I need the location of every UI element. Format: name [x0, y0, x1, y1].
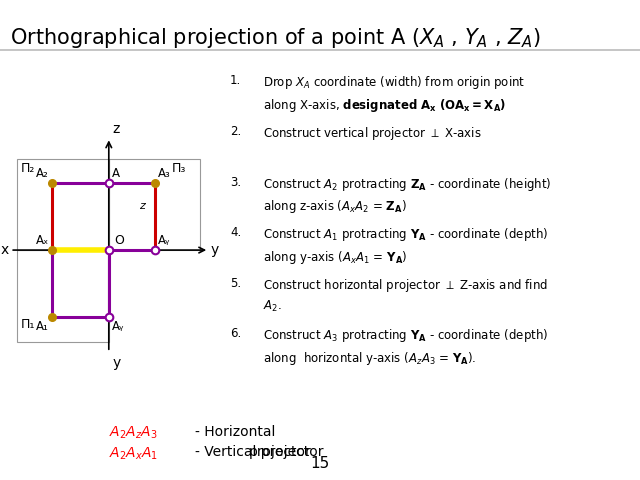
Text: 15: 15	[310, 456, 330, 471]
Text: Construct horizontal projector $\perp$ Z-axis and find: Construct horizontal projector $\perp$ Z…	[262, 276, 548, 294]
Text: along y-axis $(A_xA_1$ = $\mathbf{Y_A})$: along y-axis $(A_xA_1$ = $\mathbf{Y_A})$	[262, 249, 407, 265]
Text: A₃: A₃	[158, 167, 171, 180]
Text: projector: projector	[248, 445, 311, 459]
Text: - Vertical projector: - Vertical projector	[195, 445, 324, 459]
Text: $A_2A_xA_1$: $A_2A_xA_1$	[109, 445, 158, 462]
Text: along X-axis, $\mathbf{designated\ A_x\ (OA_x = X_A)}$: along X-axis, $\mathbf{designated\ A_x\ …	[262, 97, 506, 114]
Text: Orthographical projection of a point A ($X_A$ , $Y_A$ , $Z_A$): Orthographical projection of a point A (…	[10, 26, 540, 50]
Text: Aₓ: Aₓ	[36, 234, 49, 247]
Text: along z-axis $(A_xA_2$ = $\mathbf{Z_A})$: along z-axis $(A_xA_2$ = $\mathbf{Z_A})$	[262, 198, 406, 215]
Text: A₂: A₂	[36, 167, 49, 180]
Text: x: x	[0, 243, 8, 257]
Text: Aᵧ: Aᵧ	[113, 321, 125, 334]
Text: z: z	[113, 121, 120, 136]
Bar	[109, 158, 200, 250]
Text: z: z	[139, 201, 145, 211]
Text: Construct $A_3$ protracting $\mathbf{Y_A}$ - coordinate (depth): Construct $A_3$ protracting $\mathbf{Y_A…	[262, 327, 548, 344]
Text: П₃: П₃	[172, 162, 186, 175]
Text: - Horizontal: - Horizontal	[195, 425, 276, 439]
Text: 2.: 2.	[230, 125, 241, 138]
Text: 6.: 6.	[230, 327, 241, 340]
Text: O: O	[114, 234, 124, 247]
Text: A: A	[113, 167, 120, 180]
Text: $A_2A_zA_3$: $A_2A_zA_3$	[109, 425, 157, 441]
Text: A₁: A₁	[36, 321, 49, 334]
Text: 3.: 3.	[230, 176, 241, 189]
Text: Construct vertical projector $\perp$ X-axis: Construct vertical projector $\perp$ X-a…	[262, 125, 481, 142]
Text: Drop $X_A$ coordinate (width) from origin point: Drop $X_A$ coordinate (width) from origi…	[262, 74, 525, 92]
Text: 1.: 1.	[230, 74, 241, 87]
Text: П₂: П₂	[20, 162, 35, 175]
Text: y: y	[211, 243, 219, 257]
Text: Construct $A_1$ protracting $\mathbf{Y_A}$ - coordinate (depth): Construct $A_1$ protracting $\mathbf{Y_A…	[262, 226, 548, 243]
Text: Construct $A_2$ protracting $\mathbf{Z_A}$ - coordinate (height): Construct $A_2$ protracting $\mathbf{Z_A…	[262, 176, 551, 192]
Bar	[17, 158, 109, 250]
Text: y: y	[113, 356, 120, 370]
Text: 4.: 4.	[230, 226, 241, 239]
Text: $A_2$.: $A_2$.	[262, 299, 282, 314]
Text: П₁: П₁	[20, 318, 35, 331]
Text: Aᵧ: Aᵧ	[158, 234, 170, 247]
Text: 5.: 5.	[230, 276, 241, 289]
Text: along  horizontal y-axis $(A_zA_3$ = $\mathbf{Y_A})$.: along horizontal y-axis $(A_zA_3$ = $\ma…	[262, 349, 476, 367]
Bar	[17, 250, 109, 342]
